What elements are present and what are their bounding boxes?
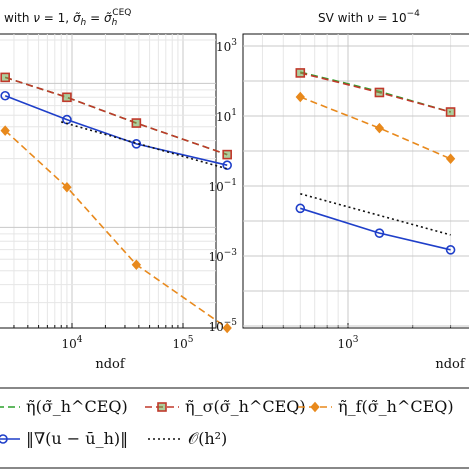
legend: η̃(σ̃_h^CEQ) η̃_σ(σ̃_h^CEQ) η̃_f(σ̃_h^CEQ)… bbox=[0, 387, 469, 469]
right-chart-title: SV with ν = 10−4 bbox=[318, 9, 420, 25]
left-x-tick-label-1: 105 bbox=[172, 335, 193, 351]
legend-label-eta_f: η̃_f(σ̃_h^CEQ) bbox=[338, 397, 454, 416]
left-series-line-ref bbox=[60, 121, 228, 170]
left-ticks: 104 105 bbox=[61, 335, 193, 351]
left-point-eta_sigma-0 bbox=[0, 72, 10, 83]
legend-marker-eta_f bbox=[310, 401, 320, 413]
legend-box bbox=[0, 387, 469, 469]
legend-marker-eta_sigma bbox=[157, 402, 167, 412]
right-x-tick-label-0: 103 bbox=[337, 335, 358, 351]
left-grid bbox=[0, 33, 217, 329]
right-point-eta_sigma-1 bbox=[374, 87, 385, 98]
left-point-err-0 bbox=[0, 90, 10, 101]
right-point-err-1 bbox=[374, 228, 385, 238]
legend-label-ref: 𝒪(h²) bbox=[188, 429, 227, 448]
left-series-line-err bbox=[4, 95, 228, 166]
right-y-tick-label-3: 10−3 bbox=[208, 248, 237, 264]
left-x-axis-label: ndof bbox=[95, 357, 126, 372]
right-grid bbox=[242, 33, 469, 329]
left-point-eta_f-0 bbox=[0, 125, 10, 136]
left-point-eta_f-2 bbox=[131, 259, 142, 270]
right-series bbox=[295, 68, 456, 255]
left-point-err-3 bbox=[222, 160, 232, 171]
left-point-err-2 bbox=[131, 139, 142, 149]
right-chart: SV with ν = 10−4 103 103 101 10−1 10−3 10−5 n… bbox=[208, 9, 469, 372]
left-point-eta_f-3 bbox=[222, 322, 232, 334]
legend-label-err: ‖∇(u − ū_h)‖ bbox=[26, 429, 128, 448]
right-y-tick-label-1: 101 bbox=[216, 108, 237, 124]
left-series bbox=[0, 72, 232, 334]
left-point-eta_sigma-2 bbox=[131, 118, 142, 128]
right-point-eta_f-2 bbox=[445, 153, 456, 165]
right-series-line-err bbox=[300, 207, 451, 251]
right-x-axis-label: ndof bbox=[435, 357, 466, 372]
right-ticks: 103 103 101 10−1 10−3 10−5 bbox=[208, 38, 358, 351]
right-point-eta_f-1 bbox=[374, 122, 385, 134]
left-point-eta_sigma-3 bbox=[222, 149, 232, 160]
right-y-tick-label-0: 103 bbox=[216, 38, 237, 54]
right-point-eta_sigma-2 bbox=[445, 107, 456, 117]
right-series-line-ref bbox=[300, 193, 451, 236]
left-point-eta_sigma-1 bbox=[62, 92, 72, 103]
legend-label-eta_sigma: η̃_σ(σ̃_h^CEQ) bbox=[185, 397, 306, 416]
right-point-eta_f-0 bbox=[295, 91, 305, 103]
left-series-line-eta_sigma bbox=[4, 76, 228, 156]
legend-marker-err bbox=[0, 434, 8, 444]
right-point-eta_sigma-0 bbox=[295, 68, 306, 78]
left-plot-frame bbox=[0, 33, 217, 329]
left-chart-title: with ν = 1, σ̃h = σ̃hCEQ bbox=[4, 8, 131, 28]
right-series-line-eta_f bbox=[300, 96, 451, 160]
left-chart: with ν = 1, σ̃h = σ̃hCEQ 104 105 ndof bbox=[0, 8, 232, 372]
left-x-tick-label-0: 104 bbox=[61, 335, 82, 351]
right-point-err-0 bbox=[295, 203, 306, 214]
right-point-err-2 bbox=[445, 245, 456, 255]
left-series-line-eta_f bbox=[4, 130, 228, 329]
left-point-eta_f-1 bbox=[62, 181, 72, 193]
legend-label-eta_tot: η̃(σ̃_h^CEQ) bbox=[26, 397, 128, 416]
right-plot-frame bbox=[242, 33, 469, 329]
right-y-tick-label-4: 10−5 bbox=[208, 318, 237, 334]
right-y-tick-label-2: 10−1 bbox=[208, 178, 237, 194]
